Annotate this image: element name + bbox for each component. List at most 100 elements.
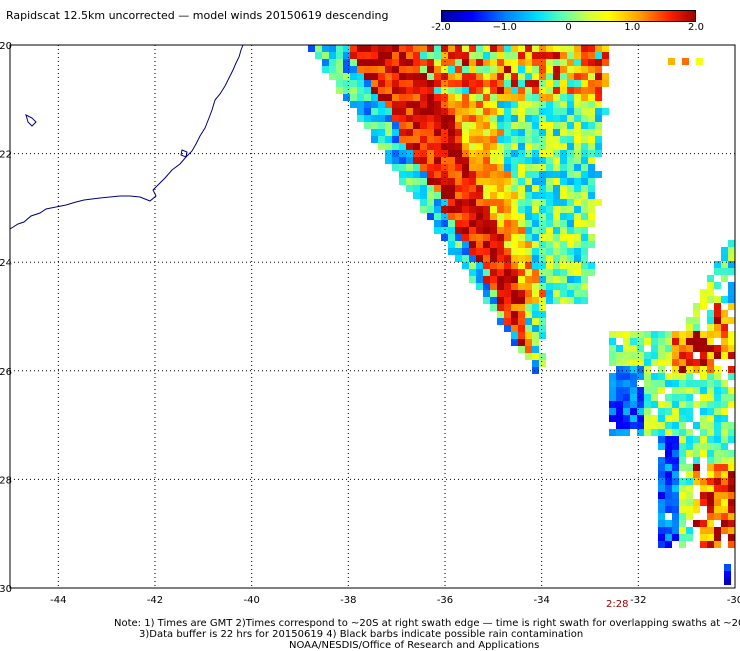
swath-cell xyxy=(560,262,567,269)
swath-cell xyxy=(581,192,588,199)
swath-cell xyxy=(679,380,686,387)
swath-cell xyxy=(623,429,630,436)
swath-cell xyxy=(693,436,700,443)
swath-cell xyxy=(399,66,406,73)
swath-cell xyxy=(462,206,469,213)
swath-cell xyxy=(714,352,721,359)
swath-cell xyxy=(714,380,721,387)
swath-cell xyxy=(686,527,693,534)
swath-cell xyxy=(511,297,518,304)
swath-cell xyxy=(511,80,518,87)
swath-cell xyxy=(511,171,518,178)
swath-cell xyxy=(504,311,511,318)
swath-cell xyxy=(518,87,525,94)
swath-cell xyxy=(490,129,497,136)
swath-cell xyxy=(707,296,714,303)
swath-cell xyxy=(682,58,689,65)
swath-cell xyxy=(630,380,637,387)
swath-cell xyxy=(490,297,497,304)
swath-cell xyxy=(693,450,700,457)
swath-cell xyxy=(546,150,553,157)
swath-cell xyxy=(644,401,651,408)
swath-cell xyxy=(637,373,644,380)
swath-cell xyxy=(574,136,581,143)
swath-cell xyxy=(616,387,623,394)
swath-cell xyxy=(413,101,420,108)
swath-cell xyxy=(623,394,630,401)
swath-cell xyxy=(448,66,455,73)
swath-cell xyxy=(560,213,567,220)
swath-cell xyxy=(546,66,553,73)
swath-cell xyxy=(728,387,735,394)
swath-cell xyxy=(651,345,658,352)
swath-cell xyxy=(420,66,427,73)
swath-cell xyxy=(686,359,693,366)
swath-cell xyxy=(469,45,476,52)
swath-cell xyxy=(329,66,336,73)
swath-cell xyxy=(399,143,406,150)
swath-cell xyxy=(553,241,560,248)
swath-cell xyxy=(567,94,574,101)
swath-cell xyxy=(707,345,714,352)
swath-cell xyxy=(406,171,413,178)
swath-cell xyxy=(385,101,392,108)
swath-cell xyxy=(721,471,728,478)
swath-cell xyxy=(686,401,693,408)
swath-cell xyxy=(322,59,329,66)
swath-cell xyxy=(679,422,686,429)
swath-cell xyxy=(560,164,567,171)
swath-cell xyxy=(721,268,728,275)
swath-cell xyxy=(714,513,721,520)
swath-cell xyxy=(448,157,455,164)
swath-cell xyxy=(686,485,693,492)
swath-cell xyxy=(448,122,455,129)
swath-cell xyxy=(511,136,518,143)
note-line-2: 3)Data buffer is 22 hrs for 20150619 4) … xyxy=(139,629,584,640)
swath-cell xyxy=(497,129,504,136)
swath-cell xyxy=(581,94,588,101)
swath-cell xyxy=(532,206,539,213)
swath-cell xyxy=(504,94,511,101)
swath-cell xyxy=(420,150,427,157)
swath-cell xyxy=(644,338,651,345)
swath-cell xyxy=(518,227,525,234)
swath-cell xyxy=(553,283,560,290)
swath-cell xyxy=(700,401,707,408)
swath-cell xyxy=(518,304,525,311)
swath-cell xyxy=(560,59,567,66)
swath-cell xyxy=(574,73,581,80)
swath-cell xyxy=(448,206,455,213)
swath-cell xyxy=(693,303,700,310)
swath-cell xyxy=(483,143,490,150)
swath-cell xyxy=(427,178,434,185)
swath-cell xyxy=(525,129,532,136)
swath-cell xyxy=(518,178,525,185)
swath-cell xyxy=(714,450,721,457)
swath-cell xyxy=(371,66,378,73)
swath-cell xyxy=(420,45,427,52)
swath-cell xyxy=(497,136,504,143)
swath-cell xyxy=(427,213,434,220)
swath-cell xyxy=(406,45,413,52)
swath-cell xyxy=(588,192,595,199)
swath-cell xyxy=(574,87,581,94)
swath-cell xyxy=(406,157,413,164)
swath-cell xyxy=(609,387,616,394)
swath-cell xyxy=(595,129,602,136)
swath-cell xyxy=(700,387,707,394)
swath-cell xyxy=(553,164,560,171)
swath-cell xyxy=(700,366,707,373)
swath-cell xyxy=(553,143,560,150)
swath-cell xyxy=(630,359,637,366)
swath-cell xyxy=(462,227,469,234)
swath-cell xyxy=(637,394,644,401)
swath-cell xyxy=(525,150,532,157)
swath-cell xyxy=(721,247,728,254)
swath-cell xyxy=(518,150,525,157)
swath-cell xyxy=(532,80,539,87)
swath-cell xyxy=(707,289,714,296)
swath-cell xyxy=(385,122,392,129)
swath-cell xyxy=(462,66,469,73)
swath-cell xyxy=(490,206,497,213)
swath-cell xyxy=(350,94,357,101)
